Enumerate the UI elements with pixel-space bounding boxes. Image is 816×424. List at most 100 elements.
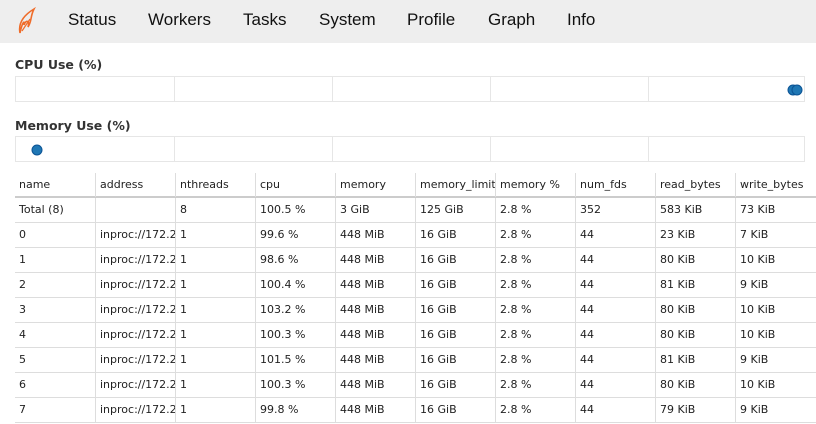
table-cell: 2.8 % xyxy=(495,248,575,272)
table-cell: 99.8 % xyxy=(255,398,335,422)
table-cell: 583 KiB xyxy=(655,198,735,222)
cpu-plot xyxy=(15,76,805,102)
table-cell: 2.8 % xyxy=(495,223,575,247)
table-cell: 16 GiB xyxy=(415,348,495,372)
table-cell: 1 xyxy=(175,248,255,272)
table-cell: 1 xyxy=(19,253,26,266)
table-cell: 9 KiB xyxy=(735,398,815,422)
table-cell: 10 KiB xyxy=(735,248,815,272)
table-cell: 1 xyxy=(175,373,255,397)
table-cell: 81 KiB xyxy=(655,273,735,297)
table-cell: 5 xyxy=(19,353,26,366)
nav-link[interactable]: Info xyxy=(567,10,596,29)
column-header[interactable]: read_bytes xyxy=(655,173,735,197)
table-cell: inproc://172.20 xyxy=(95,348,175,372)
table-cell: 80 KiB xyxy=(655,298,735,322)
table-cell: 16 GiB xyxy=(415,223,495,247)
column-header[interactable]: memory_limit xyxy=(415,173,495,197)
table-cell: 44 xyxy=(575,273,655,297)
logo[interactable] xyxy=(16,7,38,35)
table-cell: 1 xyxy=(175,323,255,347)
table-cell: 1 xyxy=(175,348,255,372)
table-cell: 7 KiB xyxy=(735,223,815,247)
table-cell: 2.8 % xyxy=(495,298,575,322)
table-cell: inproc://172.20 xyxy=(95,223,175,247)
table-cell: 44 xyxy=(575,323,655,347)
table-cell: 16 GiB xyxy=(415,273,495,297)
table-cell: 2 xyxy=(19,278,26,291)
table-cell: 16 GiB xyxy=(415,323,495,347)
table-cell: 100.5 % xyxy=(255,198,335,222)
table-cell: 80 KiB xyxy=(655,373,735,397)
header-row: name address nthreads cpu memory memory_limit… xyxy=(15,173,816,198)
table-cell: 100.4 % xyxy=(255,273,335,297)
table-cell: 44 xyxy=(575,373,655,397)
table-cell: 44 xyxy=(575,398,655,422)
table-cell: 8 xyxy=(175,198,255,222)
column-header[interactable]: memory % xyxy=(495,173,575,197)
nav-link[interactable]: Status xyxy=(68,10,117,29)
column-header[interactable]: nthreads xyxy=(175,173,255,197)
table-cell: 448 MiB xyxy=(335,298,415,322)
table-cell: 1 xyxy=(175,298,255,322)
column-header[interactable]: cpu xyxy=(255,173,335,197)
nav-bar: Status Workers Tasks System Profile Graph Info xyxy=(0,0,816,43)
table-cell: 448 MiB xyxy=(335,373,415,397)
memory-title: Memory Use (%) xyxy=(15,118,131,133)
nav-link[interactable]: Tasks xyxy=(243,10,287,29)
nav-link[interactable]: Graph xyxy=(488,10,536,29)
table-cell: 2.8 % xyxy=(495,323,575,347)
table-cell: 7 xyxy=(19,403,26,416)
table-cell: 3 xyxy=(19,303,26,316)
table-cell: inproc://172.20 xyxy=(95,373,175,397)
table-cell: 73 KiB xyxy=(735,198,815,222)
cpu-title: CPU Use (%) xyxy=(15,57,103,72)
table-cell: 79 KiB xyxy=(655,398,735,422)
table-cell: 44 xyxy=(575,223,655,247)
column-header[interactable]: write_bytes xyxy=(735,173,815,197)
table-cell: inproc://172.20 xyxy=(95,398,175,422)
table-cell: 16 GiB xyxy=(415,248,495,272)
table-cell: 16 GiB xyxy=(415,398,495,422)
column-header[interactable]: name xyxy=(19,178,51,191)
table-cell: 101.5 % xyxy=(255,348,335,372)
table-cell: 80 KiB xyxy=(655,248,735,272)
table-cell: 80 KiB xyxy=(655,323,735,347)
table-cell xyxy=(95,198,175,222)
table-cell: 23 KiB xyxy=(655,223,735,247)
table-cell: 2.8 % xyxy=(495,273,575,297)
column-header[interactable]: memory xyxy=(335,173,415,197)
table-cell: Total (8) xyxy=(19,203,64,216)
table-cell: 1 xyxy=(175,223,255,247)
table-cell: 1 xyxy=(175,398,255,422)
table-cell: 44 xyxy=(575,298,655,322)
table-cell: 4 xyxy=(19,328,26,341)
table-cell: 448 MiB xyxy=(335,248,415,272)
column-header[interactable]: address xyxy=(95,173,175,197)
nav-link[interactable]: System xyxy=(319,10,376,29)
table-cell: 352 xyxy=(575,198,655,222)
table-cell: 16 GiB xyxy=(415,373,495,397)
table-cell: inproc://172.20 xyxy=(95,298,175,322)
table-cell: 3 GiB xyxy=(335,198,415,222)
table-cell: 44 xyxy=(575,248,655,272)
table-cell: inproc://172.20 xyxy=(95,323,175,347)
table-cell: 100.3 % xyxy=(255,373,335,397)
table-cell: 1 xyxy=(175,273,255,297)
table-cell: 2.8 % xyxy=(495,398,575,422)
table-cell: 81 KiB xyxy=(655,348,735,372)
table-cell: inproc://172.20 xyxy=(95,248,175,272)
nav-link[interactable]: Workers xyxy=(148,10,211,29)
column-header[interactable]: num_fds xyxy=(575,173,655,197)
table-cell: 6 xyxy=(19,378,26,391)
table-cell: 9 KiB xyxy=(735,348,815,372)
table-cell: 2.8 % xyxy=(495,348,575,372)
nav-link[interactable]: Profile xyxy=(407,10,456,29)
